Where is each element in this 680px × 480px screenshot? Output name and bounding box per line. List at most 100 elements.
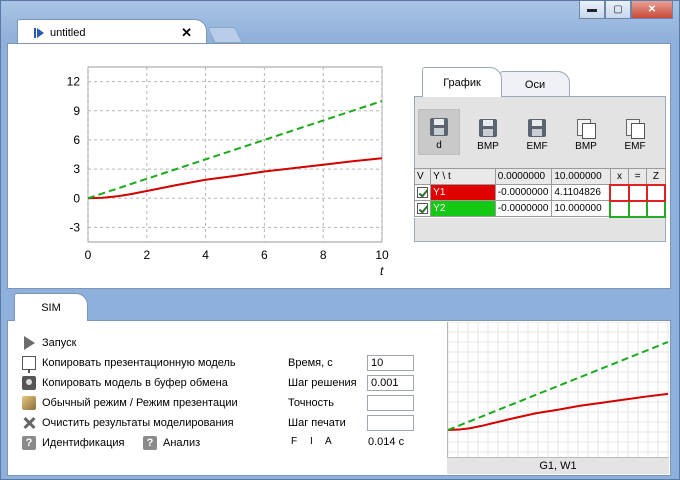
equal-toggle[interactable]: [627, 199, 648, 218]
step-input[interactable]: [367, 375, 414, 391]
y-tick-label: 3: [73, 162, 80, 176]
series-grid: V Y \ t 0.0000000 10.000000 x = Z Y1 -0.…: [413, 168, 667, 218]
grid-header: 10.000000: [551, 168, 611, 185]
save-emf-button[interactable]: EMF: [516, 109, 558, 155]
x-toggle[interactable]: [609, 199, 630, 218]
x-toggle[interactable]: [609, 183, 630, 202]
flag-f[interactable]: F: [291, 436, 298, 447]
series-value-end: 10.000000: [551, 200, 611, 217]
y-tick-label: 0: [73, 191, 80, 205]
series-name-y1[interactable]: Y1: [430, 184, 496, 201]
minimize-button[interactable]: ▬: [579, 1, 605, 19]
help-icon: ?: [143, 436, 157, 450]
copy-to-clipboard-command[interactable]: Копировать модель в буфер обмена: [22, 375, 228, 391]
command-label: Идентификация: [42, 437, 125, 449]
command-label: Копировать модель в буфер обмена: [42, 377, 228, 389]
accuracy-input[interactable]: [367, 395, 414, 411]
checkbox-icon: [417, 202, 428, 214]
checkbox-icon: [417, 186, 428, 198]
x-tick-label: 2: [143, 248, 150, 262]
mode-icon: [22, 396, 36, 410]
series-line-2: [87, 100, 383, 200]
close-tab-icon[interactable]: ✕: [181, 25, 192, 40]
command-label: Обычный режим / Режим презентации: [42, 397, 238, 409]
grid-header: Z: [646, 168, 666, 185]
table-row: Y1 -0.0000000 4.1104826: [413, 183, 667, 202]
x-tick-label: 6: [261, 248, 268, 262]
y-tick-label: -3: [69, 220, 80, 234]
toggle-mode-command[interactable]: Обычный режим / Режим презентации: [22, 395, 238, 411]
presentation-icon: [22, 356, 36, 373]
preview-panel: [447, 321, 670, 474]
preview-series-line-1: [447, 392, 669, 431]
z-toggle[interactable]: [645, 199, 667, 218]
tab-axes[interactable]: Оси: [500, 71, 570, 97]
save-d-button[interactable]: d: [418, 109, 460, 155]
y-tick-label: 12: [67, 75, 81, 89]
flag-i[interactable]: I: [310, 436, 313, 447]
series-line-1: [87, 157, 383, 200]
preview-chart: [447, 321, 670, 463]
clear-results-command[interactable]: Очистить результаты моделирования: [22, 415, 234, 431]
x-tick-label: 4: [202, 248, 209, 262]
step-label: Шаг решения: [288, 377, 357, 389]
floppy-icon: [479, 119, 497, 137]
print-step-input[interactable]: [367, 415, 414, 431]
save-bmp-button[interactable]: BMP: [467, 109, 509, 155]
analysis-command[interactable]: ? Анализ: [143, 435, 200, 451]
run-command[interactable]: Запуск: [22, 335, 76, 351]
series-value-end: 4.1104826: [551, 184, 611, 201]
copy-presentation-command[interactable]: Копировать презентационную модель: [22, 355, 236, 373]
x-axis-label: t: [380, 264, 384, 278]
accuracy-label: Точность: [288, 397, 334, 409]
equal-toggle[interactable]: [627, 183, 648, 202]
close-window-button[interactable]: ✕: [631, 1, 673, 19]
tab-sim[interactable]: SIM: [14, 293, 88, 321]
visible-checkbox[interactable]: [413, 184, 432, 201]
play-icon: [22, 336, 36, 350]
grid-header: V: [413, 168, 432, 185]
x-tick-label: 0: [85, 248, 92, 262]
copy-docs-icon: [577, 119, 596, 139]
copy-emf-button[interactable]: EMF: [614, 109, 656, 155]
z-toggle[interactable]: [645, 183, 667, 202]
command-label: Запуск: [42, 337, 77, 349]
grid-header: 0.0000000: [494, 168, 553, 185]
print-step-label: Шаг печати: [288, 417, 346, 429]
time-input[interactable]: [367, 355, 414, 371]
x-tick-label: 10: [375, 248, 389, 262]
tool-label: EMF: [526, 141, 548, 152]
tool-label: BMP: [575, 141, 597, 152]
identification-command[interactable]: ? Идентификация: [22, 435, 124, 451]
command-label: Анализ: [163, 437, 201, 449]
command-label: Копировать презентационную модель: [42, 357, 236, 369]
preview-caption: G1, W1: [447, 457, 669, 474]
series-value-start: -0.0000000: [494, 200, 553, 217]
floppy-icon: [430, 118, 448, 136]
maximize-button[interactable]: ▢: [605, 1, 631, 19]
copy-bmp-button[interactable]: BMP: [565, 109, 607, 155]
tool-label: BMP: [477, 141, 499, 152]
flag-a[interactable]: A: [325, 436, 332, 447]
document-tab[interactable]: untitled ✕: [17, 19, 207, 45]
x-tick-label: 8: [320, 248, 327, 262]
visible-checkbox[interactable]: [413, 200, 432, 217]
tab-graph[interactable]: График: [422, 67, 502, 97]
camera-icon: [22, 376, 36, 390]
series-value-start: -0.0000000: [494, 184, 553, 201]
time-label: Время, с: [288, 357, 333, 369]
preview-series-line-2: [447, 341, 669, 431]
model-play-icon: [34, 27, 44, 38]
window-controls: ▬ ▢ ✕: [579, 1, 673, 19]
y-tick-label: 6: [73, 133, 80, 147]
series-name-y2[interactable]: Y2: [430, 200, 496, 217]
grid-header: x: [609, 168, 630, 185]
elapsed-time: 0.014 с: [368, 436, 405, 448]
document-tab-label: untitled: [50, 26, 86, 39]
tool-label: d: [436, 140, 442, 151]
grid-header: Y \ t: [430, 168, 496, 185]
help-icon: ?: [22, 436, 36, 450]
command-label: Очистить результаты моделирования: [42, 417, 234, 429]
clear-icon: [22, 416, 36, 430]
